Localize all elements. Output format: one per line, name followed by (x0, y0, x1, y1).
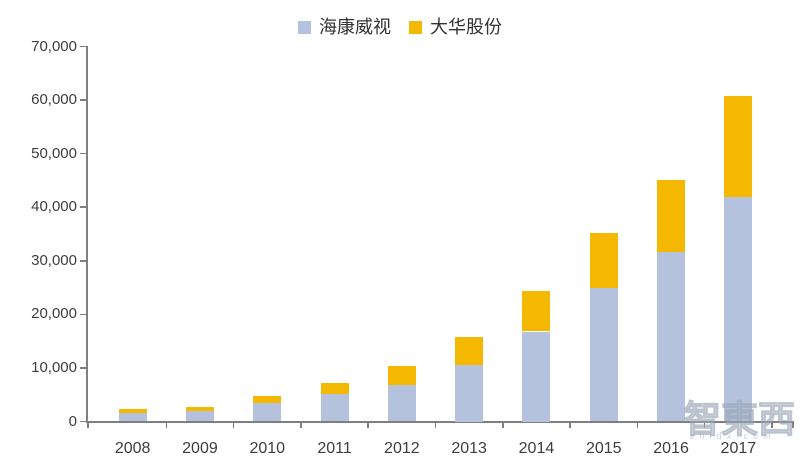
bar-segment-hikvision-2008 (118, 412, 147, 422)
bar-segment-hikvision-2016 (657, 252, 686, 422)
bar-segment-hikvision-2012 (387, 384, 416, 422)
x-tick (165, 422, 168, 428)
bar-segment-dahua-2010 (253, 395, 282, 404)
x-axis-label: 2017 (720, 440, 757, 457)
x-axis-label: 2011 (317, 440, 352, 457)
x-tick (502, 422, 504, 428)
y-tick (80, 206, 87, 208)
legend: 海康威视 大华股份 (0, 18, 800, 36)
x-tick (636, 422, 639, 428)
legend-item-hikvision: 海康威视 (298, 18, 391, 36)
bar-segment-dahua-2009 (185, 407, 214, 412)
bar-segment-hikvision-2009 (185, 411, 214, 422)
legend-swatch-dahua (409, 20, 422, 34)
y-axis-label: 50,000 (31, 144, 77, 162)
y-axis-label: 40,000 (31, 198, 77, 216)
y-tick (80, 420, 87, 423)
x-axis-label: 2008 (114, 440, 151, 457)
bar-segment-dahua-2013 (455, 336, 484, 366)
x-tick (771, 422, 773, 428)
x-tick (87, 422, 89, 428)
legend-label-dahua: 大华股份 (430, 17, 502, 37)
x-tick (232, 422, 235, 428)
x-axis-label: 2012 (384, 440, 420, 457)
bar-segment-hikvision-2011 (320, 394, 349, 422)
bar-segment-hikvision-2014 (522, 331, 551, 422)
x-tick (792, 422, 794, 428)
legend-swatch-hikvision (298, 20, 311, 34)
bar-segment-dahua-2008 (118, 409, 147, 413)
y-tick (80, 313, 87, 316)
x-tick (300, 422, 302, 428)
x-tick (434, 422, 437, 428)
bar-segment-hikvision-2017 (724, 197, 753, 422)
y-tick (80, 260, 87, 262)
y-axis-label: 10,000 (31, 358, 77, 376)
x-axis-label: 2015 (585, 440, 622, 457)
bar-segment-dahua-2017 (724, 96, 753, 198)
bar-segment-dahua-2011 (320, 382, 349, 395)
legend-label-hikvision: 海康威视 (319, 17, 391, 37)
bar-segment-dahua-2016 (657, 179, 686, 253)
y-axis-line (86, 46, 88, 423)
y-tick (80, 367, 87, 369)
y-tick (80, 99, 87, 101)
bar-segment-dahua-2012 (387, 365, 416, 385)
y-axis-label: 0 (68, 412, 77, 430)
x-axis-label: 2013 (451, 440, 487, 457)
y-tick (80, 45, 87, 48)
bar-segment-hikvision-2013 (455, 365, 484, 422)
bar-segment-dahua-2014 (522, 291, 551, 332)
bar-segment-hikvision-2015 (589, 287, 618, 422)
y-tick (80, 152, 87, 155)
y-axis-label: 20,000 (31, 305, 77, 323)
x-tick (569, 422, 571, 428)
x-axis-label: 2009 (182, 440, 218, 457)
y-axis-label: 70,000 (31, 37, 77, 55)
x-tick (367, 422, 369, 428)
x-axis-label: 2016 (653, 440, 689, 457)
x-axis-label: 2014 (518, 440, 555, 457)
bar-segment-dahua-2015 (589, 233, 618, 288)
x-tick (703, 422, 706, 428)
bar-segment-hikvision-2010 (253, 403, 282, 422)
legend-item-dahua: 大华股份 (409, 18, 502, 36)
x-axis-line (86, 420, 794, 423)
y-axis-label: 60,000 (31, 91, 77, 109)
x-axis-label: 2010 (249, 440, 286, 457)
y-axis-label: 30,000 (31, 251, 77, 269)
